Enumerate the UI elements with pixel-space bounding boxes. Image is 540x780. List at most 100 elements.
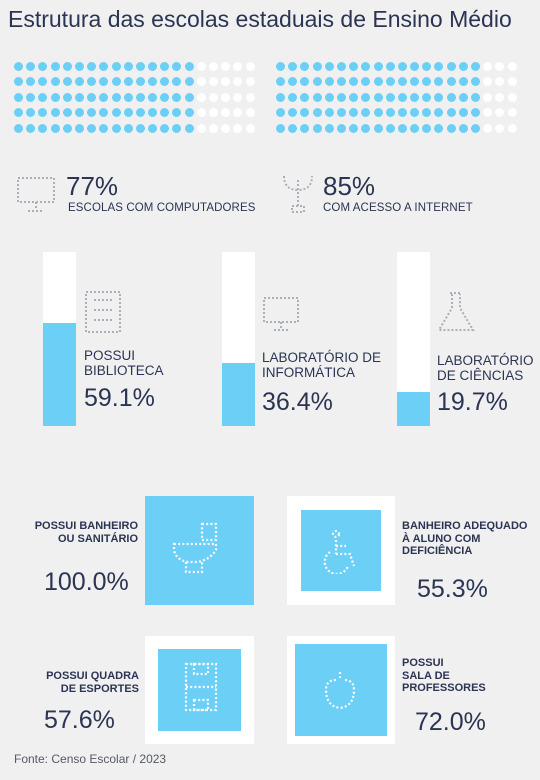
filled-dot <box>87 92 97 102</box>
filled-dot <box>300 77 310 87</box>
filled-dot <box>422 62 432 71</box>
filled-dot <box>50 108 60 118</box>
filled-dot <box>50 123 60 133</box>
sports-court-percent: 57.6% <box>44 706 115 734</box>
accessible-bathroom-percent: 55.3% <box>417 575 488 603</box>
filled-dot <box>434 123 444 133</box>
filled-dot <box>99 77 109 87</box>
filled-dot <box>172 77 182 87</box>
filled-dot <box>324 92 334 102</box>
sports-court-square-fill <box>158 649 241 731</box>
empty-dot <box>507 62 517 71</box>
filled-dot <box>288 77 298 87</box>
filled-dot <box>312 92 322 102</box>
filled-dot <box>373 108 383 118</box>
science-lab-bar-fill <box>397 391 430 426</box>
empty-dot <box>221 77 231 87</box>
science-lab-bar <box>397 252 430 426</box>
empty-dot <box>483 123 493 133</box>
filled-dot <box>99 123 109 133</box>
empty-dot <box>209 92 218 102</box>
filled-dot <box>172 108 182 118</box>
filled-dot <box>62 62 72 71</box>
empty-dot <box>233 62 243 71</box>
filled-dot <box>74 62 84 71</box>
filled-dot <box>446 108 456 118</box>
empty-dot <box>245 77 255 87</box>
filled-dot <box>349 92 359 102</box>
filled-dot <box>385 108 395 118</box>
computers-dot-grid <box>14 62 258 133</box>
filled-dot <box>99 108 109 118</box>
filled-dot <box>135 62 145 71</box>
filled-dot <box>184 123 194 133</box>
empty-dot <box>483 77 493 87</box>
library-bar-fill <box>43 323 76 426</box>
filled-dot <box>446 77 456 87</box>
filled-dot <box>361 62 371 71</box>
filled-dot <box>422 92 432 102</box>
filled-dot <box>300 92 310 102</box>
computers-label: ESCOLAS COM COMPUTADORES <box>68 202 256 214</box>
empty-dot <box>495 123 505 133</box>
filled-dot <box>87 123 97 133</box>
empty-dot <box>495 92 505 102</box>
filled-dot <box>471 108 480 118</box>
filled-dot <box>458 108 468 118</box>
filled-dot <box>14 77 23 87</box>
filled-dot <box>148 62 158 71</box>
filled-dot <box>50 62 60 71</box>
empty-dot <box>483 62 493 71</box>
filled-dot <box>397 108 407 118</box>
filled-dot <box>276 123 285 133</box>
filled-dot <box>87 108 97 118</box>
filled-dot <box>160 123 170 133</box>
library-label-line2: BIBLIOTECA <box>84 363 164 378</box>
sports-court-square <box>145 636 254 744</box>
filled-dot <box>26 62 36 71</box>
empty-dot <box>209 123 218 133</box>
accessible-bathroom-label-line3: DEFICIÊNCIA <box>402 545 473 557</box>
empty-dot <box>495 62 505 71</box>
filled-dot <box>434 62 444 71</box>
empty-dot <box>196 123 206 133</box>
filled-dot <box>385 92 395 102</box>
filled-dot <box>111 77 121 87</box>
filled-dot <box>324 77 334 87</box>
empty-dot <box>233 123 243 133</box>
bathroom-label: POSSUI BANHEIRO OU SANITÁRIO <box>20 520 138 545</box>
filled-dot <box>288 62 298 71</box>
filled-dot <box>324 123 334 133</box>
teachers-room-percent: 72.0% <box>415 708 486 736</box>
filled-dot <box>373 77 383 87</box>
wheelchair-icon <box>322 530 366 574</box>
filled-dot <box>172 92 182 102</box>
filled-dot <box>336 108 346 118</box>
filled-dot <box>160 92 170 102</box>
empty-dot <box>483 92 493 102</box>
filled-dot <box>135 92 145 102</box>
filled-dot <box>361 77 371 87</box>
filled-dot <box>288 92 298 102</box>
filled-dot <box>434 77 444 87</box>
filled-dot <box>74 77 84 87</box>
filled-dot <box>111 92 121 102</box>
science-lab-label-line1: LABORATÓRIO <box>437 353 534 368</box>
filled-dot <box>458 77 468 87</box>
filled-dot <box>288 108 298 118</box>
filled-dot <box>14 92 23 102</box>
filled-dot <box>422 77 432 87</box>
filled-dot <box>471 77 480 87</box>
empty-dot <box>221 92 231 102</box>
filled-dot <box>74 92 84 102</box>
filled-dot <box>336 92 346 102</box>
empty-dot <box>221 108 231 118</box>
filled-dot <box>471 123 480 133</box>
toilet-icon <box>172 522 224 576</box>
filled-dot <box>38 62 48 71</box>
filled-dot <box>385 62 395 71</box>
empty-dot <box>495 108 505 118</box>
filled-dot <box>324 108 334 118</box>
filled-dot <box>471 62 480 71</box>
filled-dot <box>373 62 383 71</box>
